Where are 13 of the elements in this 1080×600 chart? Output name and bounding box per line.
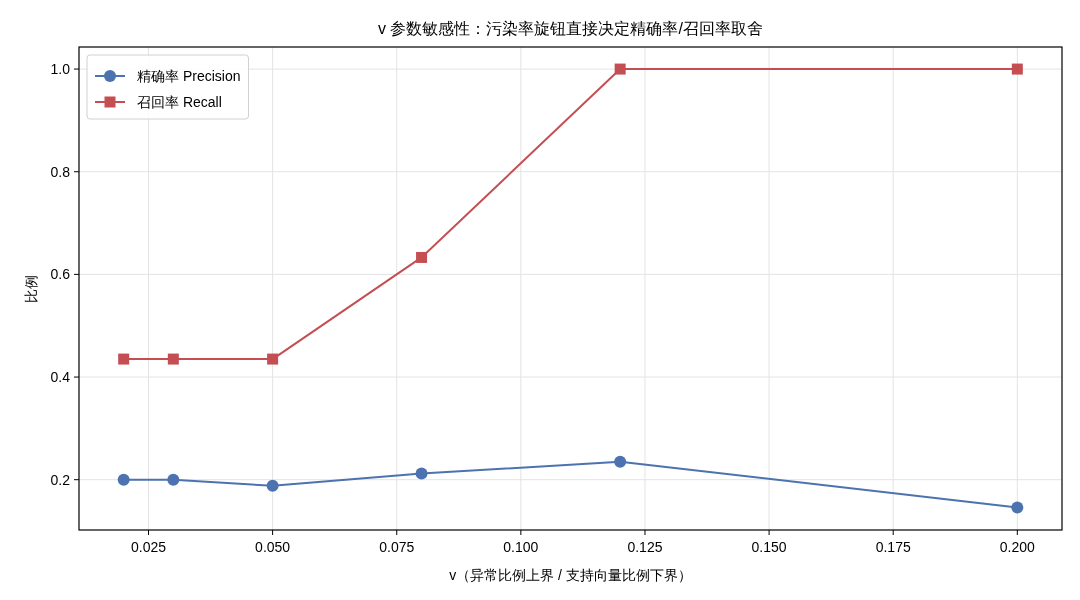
point — [167, 353, 179, 365]
point — [415, 467, 428, 480]
point — [267, 353, 279, 365]
point — [117, 473, 130, 486]
point — [266, 479, 279, 492]
point — [1011, 501, 1024, 514]
point — [118, 353, 130, 365]
point — [614, 455, 627, 468]
point — [167, 473, 180, 486]
point — [614, 63, 626, 75]
point — [1011, 63, 1023, 75]
title: v 参数敏感性：污染率旋钮直接决定精确率/召回率取舍 — [378, 20, 763, 37]
point — [416, 251, 428, 263]
